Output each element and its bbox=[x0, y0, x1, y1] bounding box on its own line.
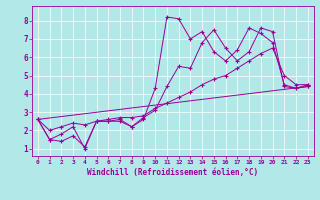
X-axis label: Windchill (Refroidissement éolien,°C): Windchill (Refroidissement éolien,°C) bbox=[87, 168, 258, 177]
